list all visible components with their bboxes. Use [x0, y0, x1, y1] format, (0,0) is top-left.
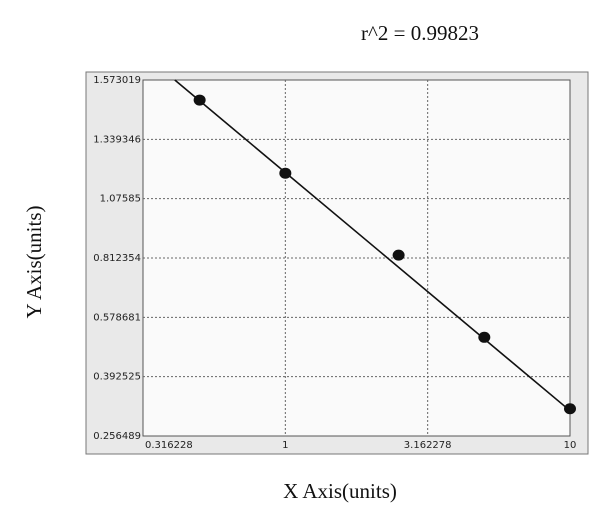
y-tick-label: 1.573019 [93, 75, 141, 86]
y-tick-label: 1.07585 [100, 194, 141, 205]
fit-line [174, 79, 571, 412]
data-point [564, 403, 576, 415]
x-tick-label: 10 [564, 440, 577, 451]
y-tick-label: 0.812354 [93, 253, 141, 264]
data-point [279, 167, 292, 179]
chart-title: r^2 = 0.99823 [361, 21, 479, 45]
x-axis-label: X Axis(units) [283, 479, 397, 503]
y-tick-label: 0.392525 [93, 372, 141, 383]
data-point [392, 249, 405, 261]
data-point [478, 331, 491, 343]
data-point [193, 94, 206, 106]
y-tick-label: 0.578681 [93, 312, 141, 323]
x-tick-label: 1 [282, 440, 288, 451]
y-axis-label: Y Axis(units) [22, 206, 46, 319]
y-tick-label: 0.256489 [93, 431, 141, 442]
y-tick-label: 1.339346 [93, 134, 141, 145]
x-tick-label: 3.162278 [404, 440, 452, 451]
x-tick-label: 0.316228 [145, 440, 193, 451]
